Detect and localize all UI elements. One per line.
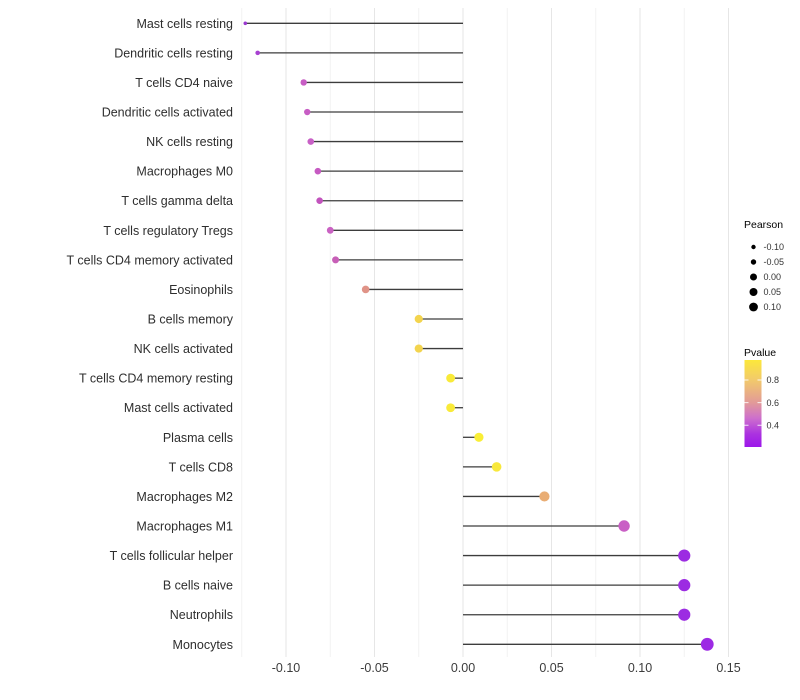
lollipop-dot [414, 344, 423, 353]
y-axis-label: NK cells resting [146, 135, 233, 149]
color-legend-ticks: 0.8 0.6 0.4 [744, 375, 780, 430]
y-axis-label: T cells CD8 [169, 460, 233, 474]
y-axis-label: Plasma cells [163, 431, 233, 445]
lollipop-dot [491, 462, 502, 472]
size-legend-label: 0.00 [764, 272, 782, 282]
lollipop-dots [243, 21, 714, 651]
lollipop-dot [316, 197, 323, 205]
y-axis-label: Mast cells resting [136, 17, 233, 31]
y-axis-label: T cells gamma delta [121, 194, 233, 208]
color-legend: Pvalue 0.8 0.6 0.4 [744, 347, 779, 447]
lollipop-dot [678, 608, 691, 621]
y-axis-label: Monocytes [173, 638, 233, 652]
size-legend-label: 0.10 [764, 302, 782, 312]
y-axis-label: T cells CD4 memory activated [67, 253, 234, 267]
size-legend-dot [750, 273, 757, 281]
color-legend-label: 0.4 [767, 420, 780, 430]
y-axis-label: Dendritic cells resting [114, 46, 233, 60]
x-axis-labels: -0.10 -0.05 0.00 0.05 0.10 0.15 [272, 661, 741, 675]
x-axis-tick-label: 0.00 [451, 661, 475, 675]
lollipop-dot [678, 549, 691, 562]
y-axis-label: Dendritic cells activated [102, 106, 233, 120]
lollipop-dot [618, 520, 630, 532]
y-axis-label: T cells follicular helper [110, 549, 233, 563]
lollipop-stems [245, 22, 708, 645]
lollipop-dot [678, 579, 691, 592]
lollipop-dot [326, 226, 334, 234]
y-axis-label: Eosinophils [169, 283, 233, 297]
color-legend-label: 0.8 [767, 375, 780, 385]
lollipop-dot [314, 167, 322, 175]
y-axis-label: Macrophages M0 [136, 165, 233, 179]
pvalue-colorbar [744, 360, 762, 447]
x-axis-tick-label: -0.10 [272, 661, 301, 675]
size-legend-title: Pearson [744, 219, 783, 231]
size-legend-dot [749, 302, 758, 312]
x-axis-tick-label: 0.10 [628, 661, 652, 675]
lollipop-dot [539, 491, 550, 502]
y-axis-label: NK cells activated [134, 342, 233, 356]
y-axis-label: Mast cells activated [124, 401, 233, 415]
y-axis-label: Macrophages M2 [136, 490, 233, 504]
size-legend-dot [751, 244, 756, 250]
y-axis-label: T cells CD4 memory resting [79, 372, 233, 386]
lollipop-dot [474, 432, 484, 442]
lollipop-dot [414, 314, 423, 324]
lollipop-dot [332, 256, 340, 264]
lollipop-dot [307, 138, 315, 145]
lollipop-dot [700, 637, 714, 651]
size-legend: Pearson -0.10 -0.05 0.00 0.05 0.10 [744, 219, 784, 312]
color-legend-label: 0.6 [767, 398, 780, 408]
size-legend-dot [749, 288, 758, 296]
y-axis-labels: Mast cells resting Dendritic cells restin… [67, 17, 234, 652]
size-legend-dot [750, 259, 757, 265]
y-axis-label: Macrophages M1 [136, 520, 233, 534]
size-legend-label: -0.05 [764, 257, 785, 267]
x-axis-tick-label: 0.05 [539, 661, 563, 675]
gridlines [241, 8, 729, 657]
lollipop-dot [446, 403, 456, 413]
lollipop-dot [300, 79, 307, 86]
y-axis-label: B cells naive [163, 579, 233, 593]
lollipop-dot [361, 285, 370, 294]
size-legend-entries: -0.10 -0.05 0.00 0.05 0.10 [749, 242, 784, 312]
y-axis-label: T cells regulatory Tregs [103, 224, 233, 238]
lollipop-dot [304, 108, 311, 116]
lollipop-dot [255, 50, 260, 56]
x-axis-tick-label: -0.05 [360, 661, 389, 675]
y-axis-label: Neutrophils [170, 608, 233, 622]
size-legend-label: 0.05 [764, 287, 782, 297]
size-legend-label: -0.10 [764, 242, 785, 252]
color-legend-title: Pvalue [744, 347, 776, 359]
lollipop-dot [446, 373, 456, 383]
y-axis-label: B cells memory [148, 313, 234, 327]
y-axis-label: T cells CD4 naive [135, 76, 233, 90]
lollipop-dot [243, 21, 248, 26]
x-axis-tick-label: 0.15 [716, 661, 740, 675]
